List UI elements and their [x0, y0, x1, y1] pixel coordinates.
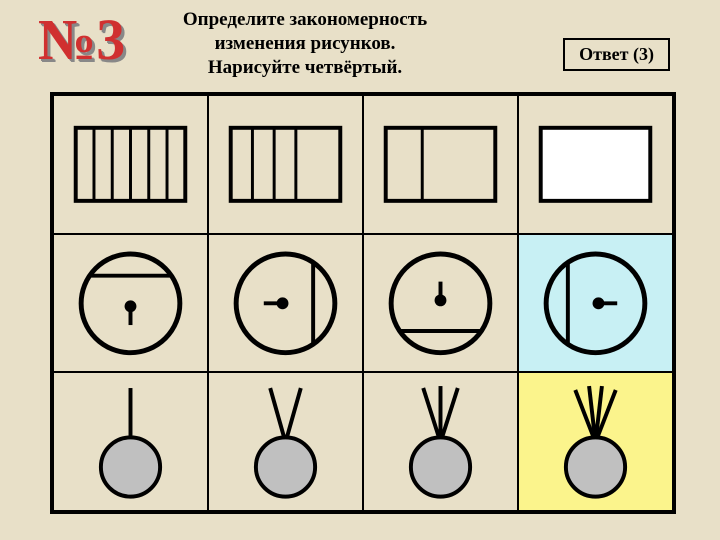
title-line: изменения рисунков. — [215, 33, 396, 54]
cell-r1c4 — [518, 95, 673, 234]
puzzle-grid — [50, 92, 676, 514]
cell-r2c1 — [53, 234, 208, 373]
cell-r1c3 — [363, 95, 518, 234]
problem-title: Определите закономерность изменения рису… — [165, 8, 445, 79]
title-line: Определите закономерность — [183, 9, 427, 30]
cell-r3c1 — [53, 372, 208, 511]
cell-r1c2 — [208, 95, 363, 234]
cell-r3c2 — [208, 372, 363, 511]
cell-r3c3 — [363, 372, 518, 511]
cell-r2c2 — [208, 234, 363, 373]
cell-r1c1 — [53, 95, 208, 234]
title-line: Нарисуйте четвёртый. — [208, 57, 402, 78]
cell-r2c4 — [518, 234, 673, 373]
cell-r2c3 — [363, 234, 518, 373]
answer-button[interactable]: Ответ (3) — [563, 38, 670, 71]
cell-r3c4 — [518, 372, 673, 511]
problem-number: №3 — [38, 6, 125, 73]
